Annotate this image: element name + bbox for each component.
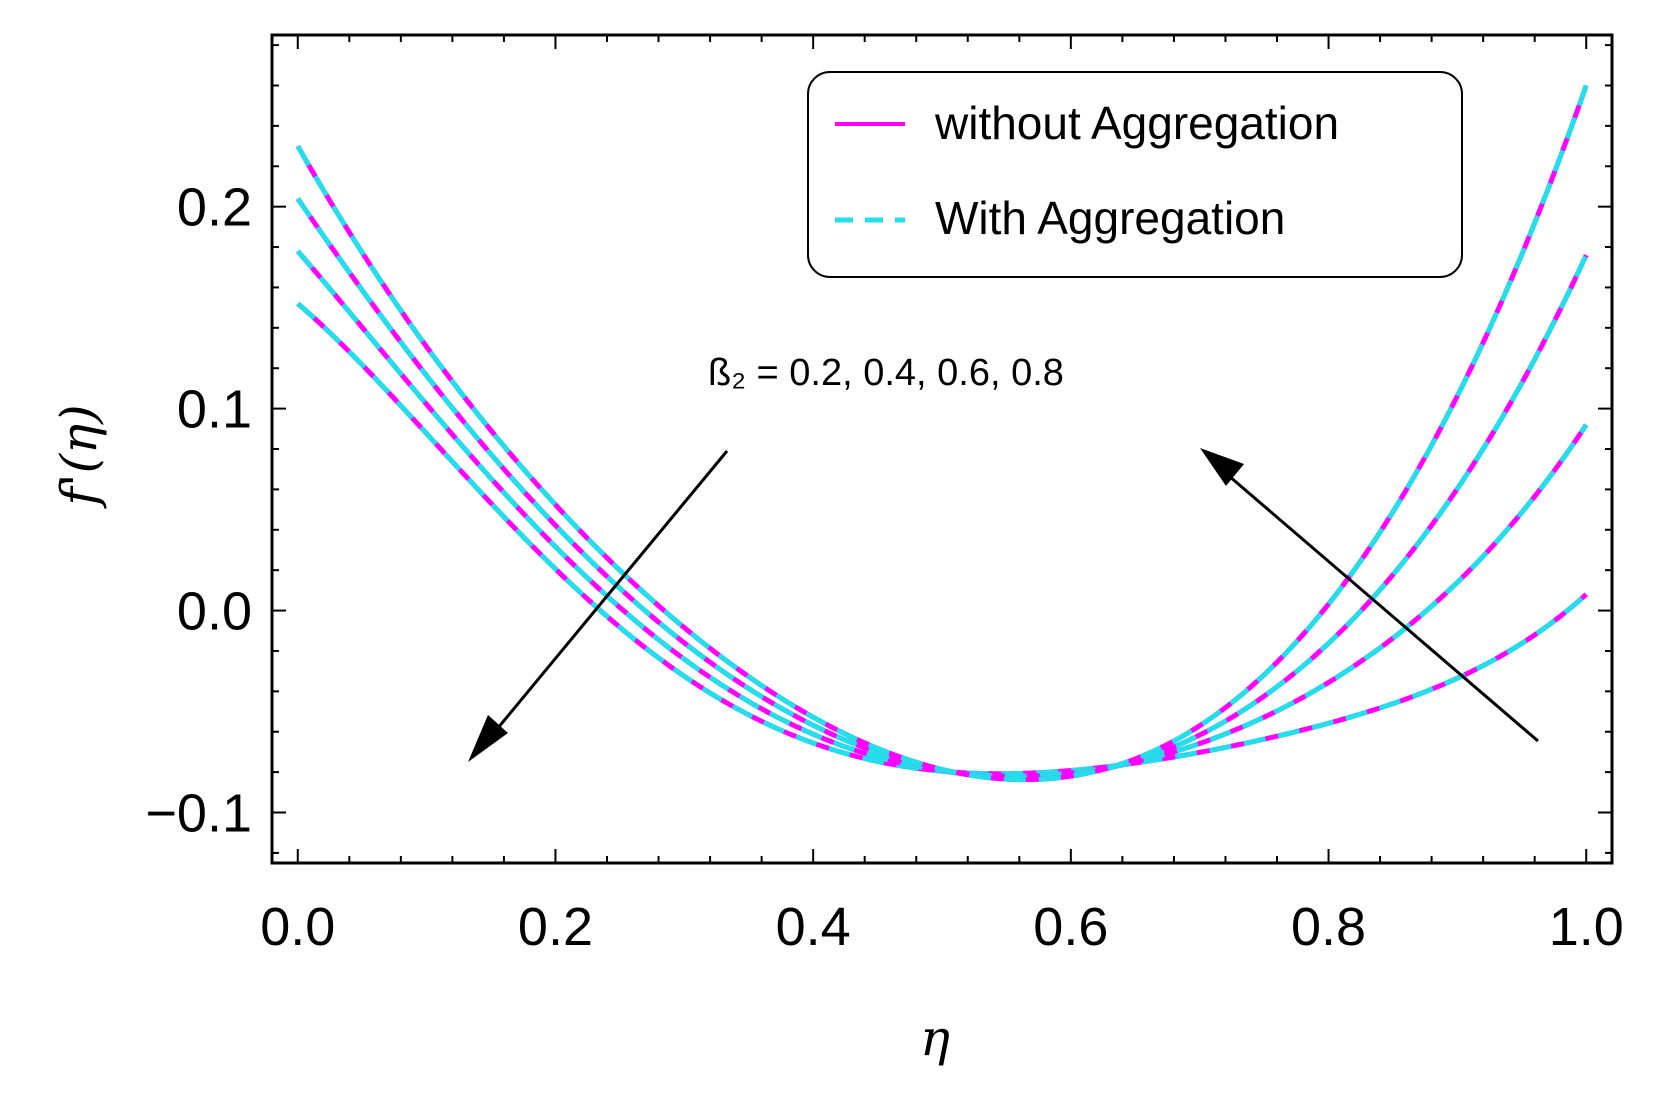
arrow-left-line	[486, 450, 729, 741]
x-tick-label: 0.2	[518, 897, 593, 957]
y-tick-label: −0.1	[145, 784, 252, 844]
y-tick-label: 0.2	[177, 178, 252, 238]
x-tick-label: 1.0	[1549, 897, 1624, 957]
annotation-arrows	[468, 448, 1539, 762]
legend-box	[807, 71, 1463, 278]
beta-annotation: ß₂ = 0.2, 0.4, 0.6, 0.8	[708, 352, 1064, 394]
x-axis-title: η	[920, 1009, 950, 1067]
y-tick-label: 0.1	[177, 380, 252, 440]
x-tick-label: 0.6	[1033, 897, 1108, 957]
arrow-right-head	[1200, 448, 1244, 486]
x-tick-label: 0.0	[260, 897, 335, 957]
x-tick-label: 0.4	[776, 897, 851, 957]
curve-with-aggregation-4	[295, 84, 1589, 783]
legend: without Aggregation With Aggregation	[807, 71, 1463, 278]
y-tick-label: 0.0	[177, 582, 252, 642]
y-tick-labels: −0.1 0.0 0.1 0.2	[145, 178, 252, 844]
y-axis-title: f'(η)	[50, 404, 108, 509]
arrow-left-head	[468, 715, 508, 762]
legend-label-with: With Aggregation	[935, 192, 1285, 244]
x-tick-label: 0.8	[1291, 897, 1366, 957]
x-tick-labels: 0.0 0.2 0.4 0.6 0.8 1.0	[260, 897, 1624, 957]
legend-label-without: without Aggregation	[934, 97, 1339, 149]
axis-ticks	[272, 35, 1612, 863]
arrow-right-line	[1221, 468, 1539, 743]
